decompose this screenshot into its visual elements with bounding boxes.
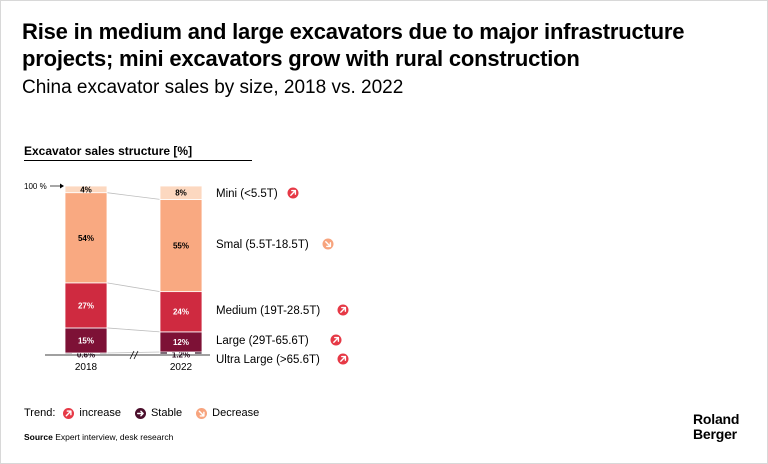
data-label: 54%: [78, 234, 94, 243]
section-divider: [24, 160, 252, 161]
increase-trend-icon: [63, 407, 75, 419]
source-label: Source: [24, 432, 53, 442]
axis-break-mark: [133, 350, 139, 360]
legend-label: Trend:: [24, 407, 56, 419]
logo-line-2: Berger: [693, 426, 737, 442]
data-label: 24%: [173, 308, 189, 317]
data-label: 4%: [80, 185, 92, 194]
bar-segment: [159, 291, 203, 333]
connector-line: [106, 282, 161, 293]
bar-segment: [64, 185, 108, 194]
label-background: [72, 350, 100, 359]
connector-line: [106, 327, 161, 333]
roland-berger-logo: Roland Berger: [693, 412, 739, 442]
increase-trend-icon: [337, 353, 349, 365]
data-label: 15%: [78, 336, 94, 345]
series-label: Smal (5.5T-18.5T): [216, 239, 309, 251]
legend-item-decrease: Decrease: [196, 407, 259, 419]
data-label: 27%: [78, 301, 94, 310]
bar-segment: [64, 192, 108, 284]
chart-title: Rise in medium and large excavators due …: [22, 19, 685, 71]
axis-break-mark: [129, 350, 135, 360]
chart-subtitle: China excavator sales by size, 2018 vs. …: [22, 77, 404, 98]
data-label: 55%: [173, 242, 189, 251]
increase-trend-icon: [330, 334, 342, 346]
stable-trend-icon: [134, 407, 146, 419]
bar-segment: [159, 185, 203, 200]
category-label: 2022: [170, 362, 193, 373]
decrease-trend-icon: [322, 238, 334, 250]
y-axis-100-label: 100 %: [24, 182, 47, 191]
legend-item-label: Decrease: [212, 407, 260, 419]
source-text: Expert interview, desk research: [55, 432, 174, 442]
increase-trend-icon: [287, 187, 299, 199]
label-background: [167, 350, 195, 359]
decrease-trend-icon: [196, 407, 208, 419]
bar-segment: [64, 282, 108, 329]
data-label: 8%: [175, 189, 187, 198]
data-label: 12%: [173, 338, 189, 347]
legend-item-label: increase: [79, 407, 121, 419]
legend-item-stable: Stable: [134, 407, 183, 419]
legend-item-increase: increase: [63, 407, 121, 419]
logo-line-1: Roland: [693, 411, 740, 427]
legend-item-label: Stable: [150, 407, 183, 419]
series-label: Mini (<5.5T): [216, 188, 278, 200]
connector-line: [106, 192, 161, 200]
series-label: Ultra Large (>65.6T): [216, 354, 320, 366]
section-title: Excavator sales structure [%]: [24, 144, 193, 158]
series-label: Large (29T-65.6T): [216, 335, 309, 347]
bar-segment: [159, 199, 203, 293]
increase-trend-icon: [337, 304, 349, 316]
trend-legend: Trend: increase Stable Decrease: [24, 407, 273, 419]
series-label: Medium (19T-28.5T): [216, 305, 320, 317]
stacked-bar-chart: 0.6%15%27%54%4%1.2%12%24%55%8%100 %2018 2…: [24, 182, 349, 373]
y-axis-pointer-head: [60, 183, 64, 189]
source-note: Source Expert interview, desk research: [24, 432, 173, 442]
category-label: 2018: [75, 362, 98, 373]
